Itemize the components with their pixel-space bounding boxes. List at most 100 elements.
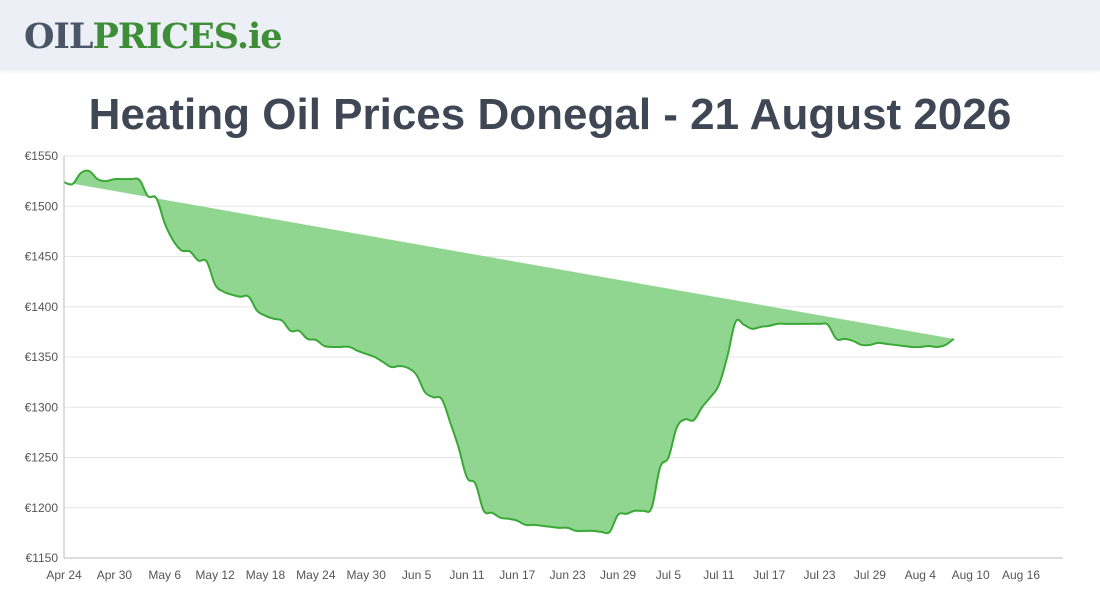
data-point[interactable] xyxy=(472,481,478,487)
data-point[interactable] xyxy=(179,247,185,253)
data-point[interactable] xyxy=(254,308,260,314)
data-point[interactable] xyxy=(145,193,151,199)
data-point[interactable] xyxy=(137,177,143,183)
data-point[interactable] xyxy=(78,170,84,176)
data-point[interactable] xyxy=(128,176,134,182)
data-point[interactable] xyxy=(397,363,403,369)
data-point[interactable] xyxy=(817,321,823,327)
data-point[interactable] xyxy=(1060,140,1066,143)
data-point[interactable] xyxy=(649,505,655,511)
data-point[interactable] xyxy=(800,321,806,327)
data-point[interactable] xyxy=(968,140,974,143)
data-point[interactable] xyxy=(481,508,487,514)
data-point[interactable] xyxy=(833,336,839,342)
data-point[interactable] xyxy=(170,237,176,243)
data-point[interactable] xyxy=(573,528,579,534)
data-point[interactable] xyxy=(657,465,663,471)
data-point[interactable] xyxy=(489,510,495,516)
data-point[interactable] xyxy=(103,178,109,184)
data-point[interactable] xyxy=(321,343,327,349)
data-point[interactable] xyxy=(808,321,814,327)
data-point[interactable] xyxy=(430,394,436,400)
data-point[interactable] xyxy=(590,528,596,534)
data-point[interactable] xyxy=(531,522,537,528)
data-point[interactable] xyxy=(187,248,193,254)
data-point[interactable] xyxy=(674,424,680,430)
data-point[interactable] xyxy=(884,341,890,347)
data-point[interactable] xyxy=(120,176,126,182)
data-point[interactable] xyxy=(338,344,344,350)
data-point[interactable] xyxy=(867,342,873,348)
data-point[interactable] xyxy=(86,168,92,174)
data-point[interactable] xyxy=(875,340,881,346)
data-point[interactable] xyxy=(984,140,990,143)
data-point[interactable] xyxy=(598,529,604,535)
data-point[interactable] xyxy=(1010,140,1016,143)
data-point[interactable] xyxy=(514,518,520,524)
data-point[interactable] xyxy=(246,294,252,300)
data-point[interactable] xyxy=(355,348,361,354)
data-point[interactable] xyxy=(95,176,101,182)
data-point[interactable] xyxy=(548,524,554,530)
data-point[interactable] xyxy=(330,344,336,350)
data-point[interactable] xyxy=(623,511,629,517)
data-point[interactable] xyxy=(414,372,420,378)
data-point[interactable] xyxy=(565,525,571,531)
data-point[interactable] xyxy=(1035,140,1041,143)
data-point[interactable] xyxy=(901,343,907,349)
data-point[interactable] xyxy=(1001,140,1007,143)
data-point[interactable] xyxy=(959,332,965,338)
data-point[interactable] xyxy=(380,359,386,365)
data-point[interactable] xyxy=(447,419,453,425)
data-point[interactable] xyxy=(237,294,243,300)
data-point[interactable] xyxy=(724,354,730,360)
data-point[interactable] xyxy=(775,321,781,327)
data-point[interactable] xyxy=(716,382,722,388)
data-point[interactable] xyxy=(993,140,999,143)
data-point[interactable] xyxy=(540,523,546,529)
data-point[interactable] xyxy=(346,344,352,350)
data-point[interactable] xyxy=(111,176,117,182)
data-point[interactable] xyxy=(825,322,831,328)
data-point[interactable] xyxy=(229,292,235,298)
data-point[interactable] xyxy=(162,220,168,226)
data-point[interactable] xyxy=(640,508,646,514)
data-point[interactable] xyxy=(262,313,268,319)
data-point[interactable] xyxy=(632,508,638,514)
data-point[interactable] xyxy=(1018,140,1024,143)
data-point[interactable] xyxy=(892,342,898,348)
data-point[interactable] xyxy=(791,321,797,327)
data-point[interactable] xyxy=(951,336,957,342)
data-point[interactable] xyxy=(665,455,671,461)
data-point[interactable] xyxy=(212,282,218,288)
data-point[interactable] xyxy=(783,321,789,327)
data-point[interactable] xyxy=(288,328,294,334)
data-point[interactable] xyxy=(581,528,587,534)
data-point[interactable] xyxy=(859,342,865,348)
data-point[interactable] xyxy=(682,416,688,422)
data-point[interactable] xyxy=(313,337,319,343)
data-point[interactable] xyxy=(556,525,562,531)
data-point[interactable] xyxy=(733,319,739,325)
data-point[interactable] xyxy=(195,258,201,264)
data-point[interactable] xyxy=(934,344,940,350)
data-point[interactable] xyxy=(153,195,159,201)
data-point[interactable] xyxy=(388,364,394,370)
data-point[interactable] xyxy=(523,522,529,528)
data-point[interactable] xyxy=(976,140,982,143)
data-point[interactable] xyxy=(372,354,378,360)
data-point[interactable] xyxy=(707,394,713,400)
data-point[interactable] xyxy=(439,396,445,402)
data-point[interactable] xyxy=(942,342,948,348)
data-point[interactable] xyxy=(69,181,75,187)
data-point[interactable] xyxy=(615,512,621,518)
data-point[interactable] xyxy=(909,344,915,350)
data-point[interactable] xyxy=(296,328,302,334)
data-point[interactable] xyxy=(699,404,705,410)
data-point[interactable] xyxy=(1026,140,1032,143)
data-point[interactable] xyxy=(1043,140,1049,143)
data-point[interactable] xyxy=(758,324,764,330)
data-point[interactable] xyxy=(506,516,512,522)
site-logo[interactable]: OILPRICES.ie xyxy=(24,13,283,61)
data-point[interactable] xyxy=(691,417,697,423)
